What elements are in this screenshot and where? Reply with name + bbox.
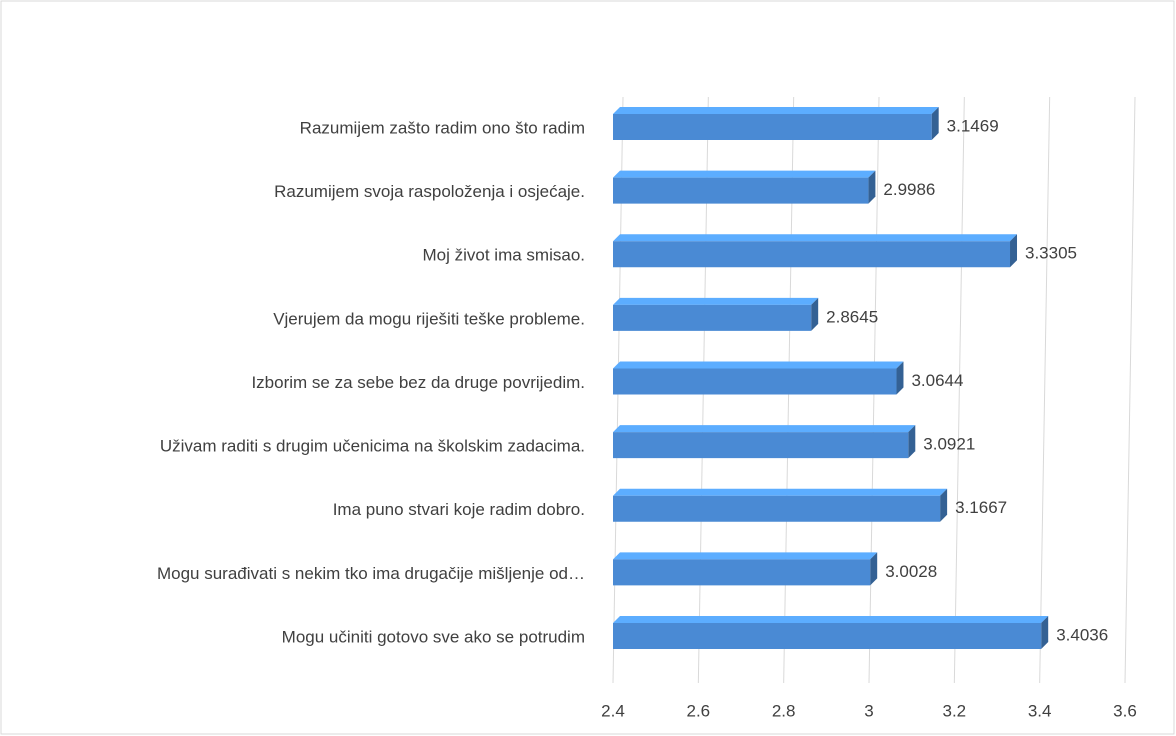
bar <box>613 304 812 331</box>
bar-top <box>613 107 939 114</box>
y-tick-label: Mogu surađivati s nekim tko ima drugačij… <box>157 564 585 583</box>
data-label: 2.8645 <box>826 307 878 326</box>
bar <box>613 623 1042 649</box>
y-tick-label: Uživam raditi s drugim učenicima na škol… <box>160 437 585 456</box>
bar-side <box>868 170 876 204</box>
bar-side <box>896 361 904 395</box>
bar-side <box>811 297 819 331</box>
bar-top <box>613 552 878 560</box>
x-tick-label: 3.6 <box>1113 701 1137 720</box>
bar <box>613 432 909 459</box>
data-label: 3.0644 <box>911 371 963 390</box>
data-label: 3.0921 <box>923 435 975 454</box>
bar-side <box>931 107 939 140</box>
bar-top <box>613 170 876 178</box>
bar <box>613 241 1011 268</box>
y-tick-label: Mogu učiniti gotovo sve ako se potrudim <box>282 627 585 646</box>
bar <box>613 368 897 395</box>
bar-top <box>613 488 948 496</box>
bar <box>613 559 871 586</box>
bar-side <box>940 488 948 522</box>
bar-side <box>1041 616 1049 649</box>
data-label: 3.3305 <box>1025 244 1077 263</box>
bar-side <box>1010 234 1018 268</box>
y-tick-label: Moj život ima smisao. <box>423 246 585 265</box>
bar-top <box>613 361 904 369</box>
bar <box>613 495 941 522</box>
y-tick-label: Izborim se za sebe bez da druge povrijed… <box>251 373 585 392</box>
data-label: 3.1469 <box>947 116 999 135</box>
bar <box>613 177 869 204</box>
data-label: 3.0028 <box>885 562 937 581</box>
grid-line <box>953 96 965 684</box>
x-tick-label: 2.8 <box>772 701 796 720</box>
bar-side <box>908 425 916 459</box>
x-tick-label: 3.4 <box>1028 701 1052 720</box>
bar-top <box>613 425 916 433</box>
data-label: 3.4036 <box>1056 625 1108 644</box>
data-label: 2.9986 <box>883 180 935 199</box>
y-tick-label: Ima puno stvari koje radim dobro. <box>333 500 585 519</box>
bar-top <box>613 234 1018 242</box>
x-tick-label: 2.4 <box>601 701 625 720</box>
bar-side <box>870 552 878 586</box>
data-label: 3.1667 <box>955 498 1007 517</box>
x-tick-label: 3 <box>864 701 873 720</box>
y-tick-label: Razumijem zašto radim ono što radim <box>300 118 585 137</box>
y-tick-label: Razumijem svoja raspoloženja i osjećaje. <box>274 182 585 201</box>
grid-line <box>1124 96 1136 684</box>
bar-top <box>613 616 1049 623</box>
x-tick-label: 3.2 <box>943 701 967 720</box>
grid-line <box>1039 96 1051 684</box>
bar <box>613 114 932 140</box>
x-tick-label: 2.6 <box>687 701 711 720</box>
bar-top <box>613 297 819 305</box>
y-tick-label: Vjerujem da mogu riješiti teške probleme… <box>273 309 585 328</box>
